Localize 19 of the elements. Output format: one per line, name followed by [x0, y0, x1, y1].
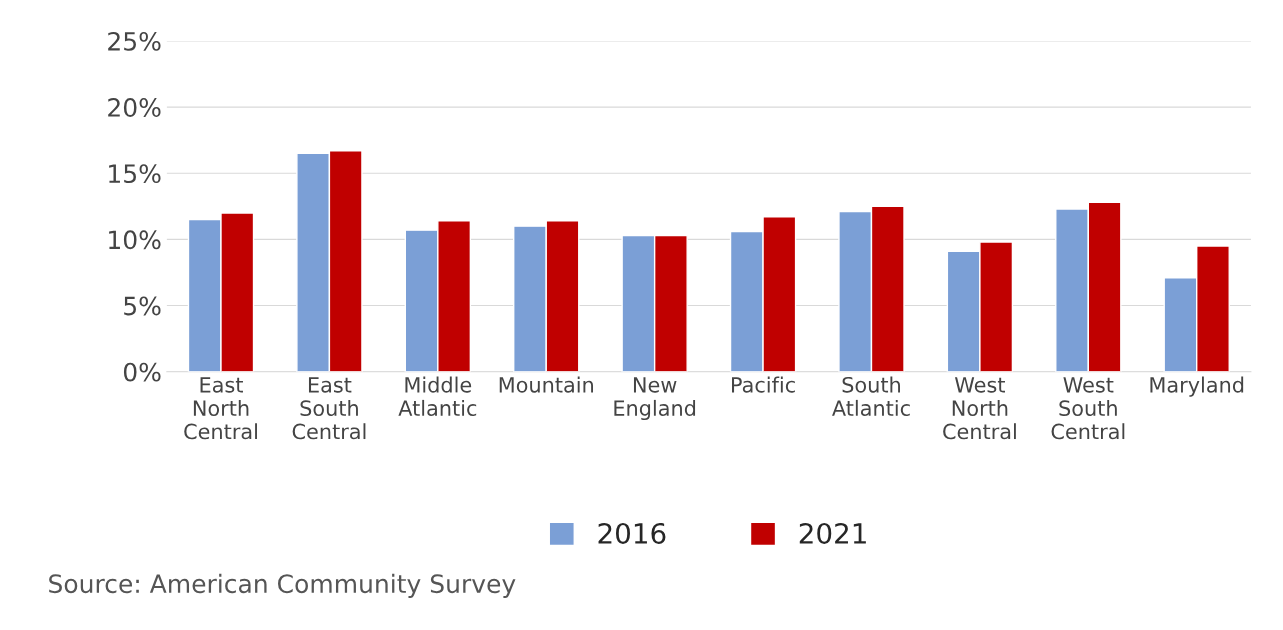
y-tick-label: 25%	[108, 31, 161, 51]
x-tick-label: East South Central	[292, 377, 366, 440]
x-tick-label: Maryland	[1150, 376, 1244, 397]
x-tick-label: New England	[614, 377, 696, 421]
x-tick-label: South Atlantic	[832, 376, 910, 417]
y-tick-label: 15%	[109, 164, 161, 184]
x-tick-label: East North Central	[184, 377, 257, 440]
y-tick-label: 20%	[108, 98, 161, 117]
x-tick-label: Mountain	[499, 376, 593, 393]
x-tick-label: West South Central	[1051, 377, 1125, 440]
y-tick-label: 10%	[109, 230, 161, 250]
source-note: Source: American Community Survey	[49, 573, 516, 598]
legend-label: 2016	[598, 522, 666, 544]
x-tick-label: Middle Atlantic	[398, 376, 477, 417]
legend-label: 2021	[799, 522, 866, 544]
x-tick-label: West North Central	[943, 377, 1016, 440]
y-tick-label: 0%	[123, 362, 161, 382]
y-tick-label: 5%	[124, 296, 161, 316]
x-tick-label: Pacific	[732, 376, 795, 393]
